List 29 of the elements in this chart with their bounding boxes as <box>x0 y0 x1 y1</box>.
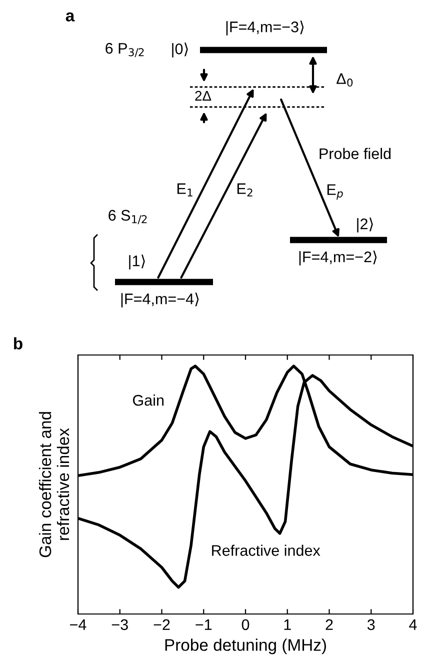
text: Δ$_{0}$ <box>336 73 353 87</box>
text: |F=4,m=−3⟩ <box>226 20 304 36</box>
text: |2⟩ <box>357 218 373 232</box>
x-tick-label: 3 <box>367 619 375 630</box>
text: E$_{2}$ <box>237 183 252 196</box>
text: |F=4,m=−4⟩ <box>121 292 199 308</box>
series-label: Gain <box>132 394 164 406</box>
text: a <box>66 12 75 22</box>
text: |0⟩ <box>172 42 188 58</box>
x-tick-label: 1 <box>284 619 291 630</box>
text: E$_{p}$ <box>327 184 343 200</box>
text: E$_{1}$ <box>177 183 192 196</box>
x-tick-label: −3 <box>112 619 128 630</box>
x-tick-label: −1 <box>196 619 212 630</box>
y-axis-title: Gain coefficient and refractive index <box>38 412 70 558</box>
x-tick-label: 2 <box>326 619 333 630</box>
x-axis-title: Probe detuning (MHz) <box>165 638 326 654</box>
x-tick-label: −4 <box>70 619 86 630</box>
text: 6 P$_{3/2}$ <box>106 42 144 58</box>
text: 6 S$_{1/2}$ <box>108 210 147 224</box>
text: |1⟩ <box>129 254 145 270</box>
series-label: Refractive index <box>212 544 320 556</box>
text: b <box>14 337 22 350</box>
x-tick-label: 4 <box>409 619 417 630</box>
x-tick-label: 0 <box>242 619 250 630</box>
text: 2Δ <box>195 90 212 101</box>
x-tick-label: −2 <box>154 619 170 630</box>
text: |F=4,m=−2⟩ <box>299 250 377 266</box>
text: Probe field <box>320 148 391 160</box>
